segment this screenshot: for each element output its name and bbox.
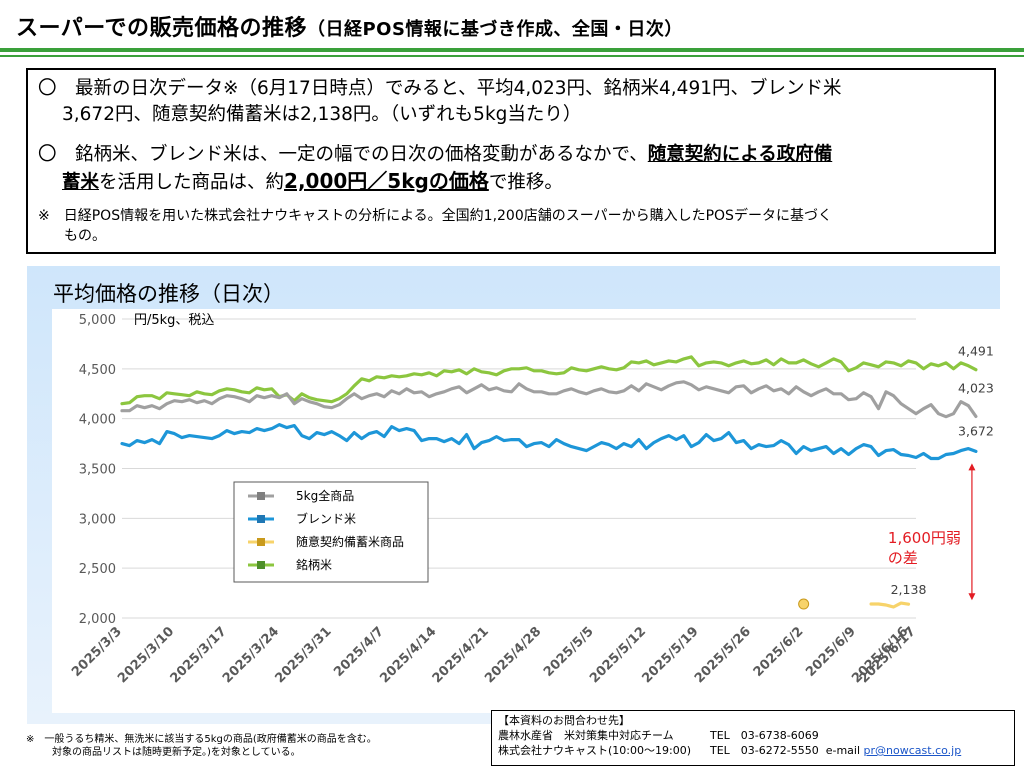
header-rule-thick — [0, 48, 1024, 52]
summary-line-4-end: で推移。 — [488, 172, 563, 193]
x-tick-label: 2025/6/9 — [803, 624, 859, 680]
contact-email-link[interactable]: pr@nowcast.co.jp — [863, 744, 962, 757]
contact-org-1: 農林水産省 米対策集中対応チーム — [498, 729, 674, 742]
summary-box: 〇 最新の日次データ※（6月17日時点）でみると、平均4,023円、銘柄米4,4… — [26, 68, 996, 254]
summary-line-1: 〇 最新の日次データ※（6月17日時点）でみると、平均4,023円、銘柄米4,4… — [38, 78, 842, 99]
summary-line-3: 〇 銘柄米、ブレンド米は、一定の幅での日次の価格変動があるなかで、随意契約による… — [38, 142, 832, 168]
difference-label-1600-suffix: の差 — [888, 549, 918, 567]
chart-panel: 平均価格の推移（日次） 2,000 2,500 3,000 3,500 4,000 4,5… — [27, 266, 1024, 724]
chart-panel-title: 平均価格の推移（日次） — [53, 282, 284, 306]
x-tick-label: 2025/4/7 — [331, 624, 387, 680]
summary-line-3-text: 〇 銘柄米、ブレンド米は、一定の幅での日次の価格変動があるなかで、 — [38, 144, 648, 165]
footnote-line-2: 対象の商品リストは随時更新予定。)を対象としている。 — [52, 747, 301, 758]
x-tick-label: 2025/6/2 — [751, 624, 807, 680]
page-title-main: スーパーでの販売価格の推移 — [16, 16, 307, 41]
y-tick-label: 5,000 — [79, 313, 116, 328]
y-tick-label: 2,000 — [79, 612, 116, 627]
contact-line-1: 農林水産省 米対策集中対応チーム TEL 03-6738-6069 — [498, 728, 1008, 743]
x-tick-label: 2025/4/28 — [482, 624, 544, 686]
page-subtitle: （日経POS情報に基づき作成、全国・日次） — [306, 19, 683, 40]
x-tick-label: 2025/3/3 — [69, 624, 125, 680]
summary-line-4: 蓄米を活用した商品は、約2,000円／5kgの価格で推移。 — [62, 168, 563, 196]
legend-swatch-marker — [257, 492, 265, 500]
summary-note-1: ※ 日経POS情報を用いた株式会社ナウキャストの分析による。全国約1,200店舗… — [38, 208, 832, 224]
series-line-随意契約備蓄米商品 — [869, 601, 911, 609]
legend-entry-label: ブレンド米 — [296, 511, 356, 526]
summary-line-2: 3,672円、随意契約備蓄米は2,138円。（いずれも5kg当たり） — [62, 104, 582, 125]
y-tick-label: 3,500 — [79, 463, 116, 478]
summary-price-emphasis: 2,000円／5kgの価格 — [284, 169, 489, 193]
difference-arrow-head-down — [968, 593, 976, 601]
series-line-銘柄米 — [120, 355, 978, 406]
summary-emphasis-2: 蓄米 — [62, 172, 100, 193]
page-title: スーパーでの販売価格の推移（日経POS情報に基づき作成、全国・日次） — [16, 10, 683, 42]
x-tick-label: 2025/6/17 — [857, 624, 919, 686]
difference-arrow-head-up — [968, 463, 976, 471]
series-line-ブレンド米 — [120, 422, 978, 461]
contact-tel-1: TEL 03-6738-6069 — [710, 729, 819, 742]
x-tick-label: 2025/3/31 — [272, 624, 334, 686]
footnote-line-1: ※ 一般うるち精米、無洗米に該当する5kgの商品(政府備蓄米の商品を含む。 — [26, 734, 377, 745]
price-line-chart: 2,000 2,500 3,000 3,500 4,000 4,500 5,000 円/5kg… — [69, 313, 1024, 686]
legend-entry-label: 銘柄米 — [296, 557, 332, 572]
y-unit-label: 円/5kg、税込 — [134, 313, 214, 328]
data-label: 2,138 — [891, 582, 927, 597]
summary-line-4-text: を活用した商品は、約 — [99, 172, 285, 193]
header-rule-thin — [0, 55, 1024, 57]
contact-email-label: e-mail — [825, 744, 861, 757]
legend-swatch-marker — [257, 538, 265, 546]
legend-entry-label: 随意契約備蓄米商品 — [296, 534, 404, 549]
contact-line-2: 株式会社ナウキャスト(10:00～19:00) TEL 03-6272-5550 … — [498, 743, 1008, 758]
data-label: 4,023 — [958, 380, 994, 395]
legend-entry-label: 5kg全商品 — [296, 488, 354, 503]
y-tick-label: 4,000 — [79, 413, 116, 428]
y-tick-label: 4,500 — [79, 363, 116, 378]
summary-emphasis-1: 随意契約による政府備 — [647, 144, 833, 165]
chart-plot-area: 2,000 2,500 3,000 3,500 4,000 4,500 5,000 円/5kg… — [52, 309, 1024, 713]
series-line-5kg全商品 — [120, 380, 978, 419]
x-tick-label: 2025/5/26 — [692, 624, 754, 686]
contact-tel-2: TEL 03-6272-5550 — [710, 744, 819, 757]
footnote: ※ 一般うるち精米、無洗米に該当する5kgの商品(政府備蓄米の商品を含む。 対象… — [26, 733, 377, 759]
contact-org-2: 株式会社ナウキャスト(10:00～19:00) — [498, 744, 691, 757]
y-tick-label: 2,500 — [79, 562, 116, 577]
y-tick-label: 3,000 — [79, 512, 116, 527]
summary-note-2: もの。 — [64, 228, 106, 244]
data-label: 3,672 — [958, 423, 994, 438]
data-point-marker — [798, 598, 810, 610]
difference-label-1600: 1,600円弱 — [888, 529, 961, 547]
data-label: 4,491 — [958, 344, 994, 359]
legend-swatch-marker — [257, 515, 265, 523]
x-tick-label: 2025/5/5 — [541, 624, 597, 680]
legend-swatch-marker — [257, 561, 265, 569]
contact-heading: 【本資料のお問合わせ先】 — [498, 714, 630, 727]
contact-box: 【本資料のお問合わせ先】 農林水産省 米対策集中対応チーム TEL 03-6738… — [491, 710, 1015, 766]
